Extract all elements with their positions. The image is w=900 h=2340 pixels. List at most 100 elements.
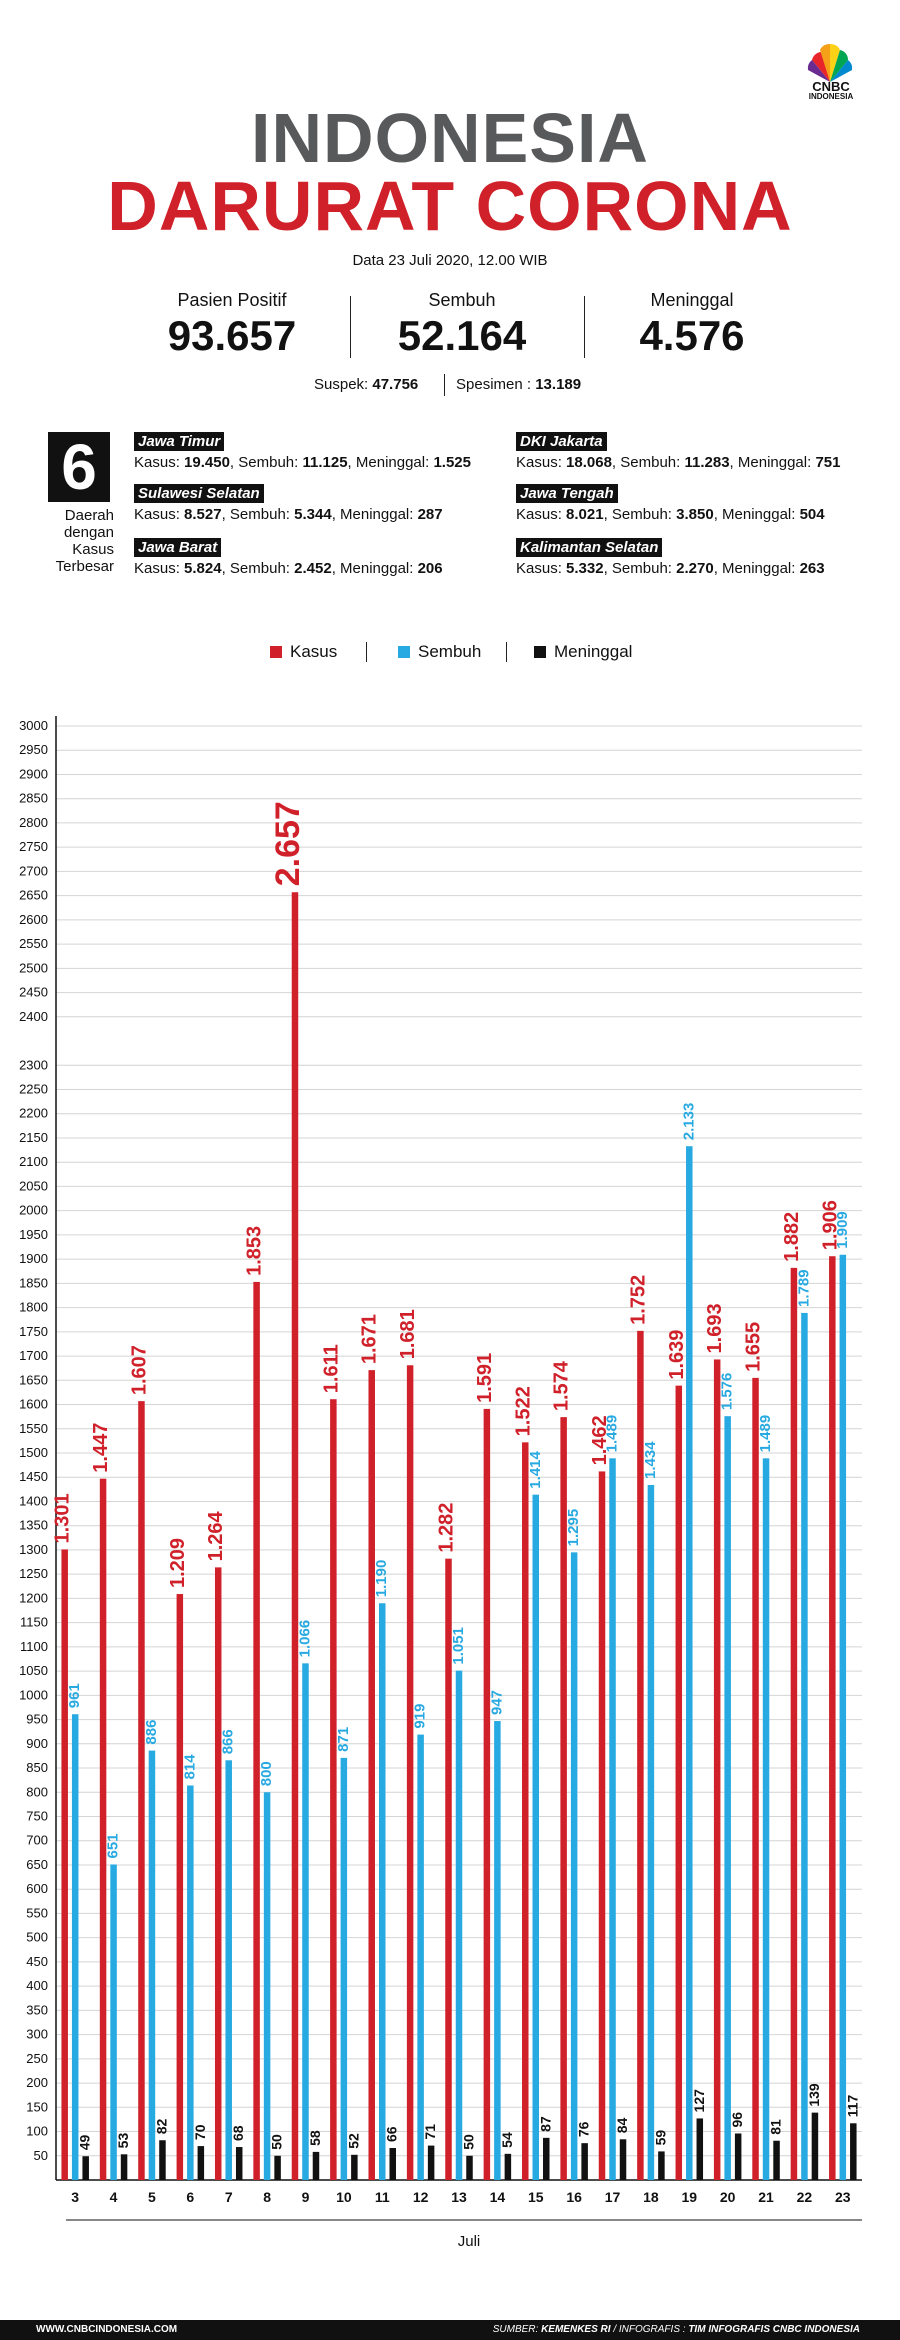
y-tick-label: 2100 <box>19 1154 48 1169</box>
bar-kasus <box>138 1401 145 2180</box>
bar-meninggal <box>274 2155 281 2180</box>
bar-meninggal <box>773 2140 780 2180</box>
bar-kasus <box>253 1281 260 2180</box>
y-tick-label: 2900 <box>19 766 48 781</box>
data-label-sembuh: 1.051 <box>450 1627 467 1665</box>
y-tick-label: 2450 <box>19 985 48 1000</box>
y-tick-label: 2700 <box>19 863 48 878</box>
y-tick-label: 2800 <box>19 815 48 830</box>
bar-meninggal <box>389 2148 396 2180</box>
region-block: Jawa Tengah Kasus: 8.021, Sembuh: 3.850,… <box>516 484 825 524</box>
y-tick-label: 1400 <box>19 1493 48 1508</box>
spesimen-value: 13.189 <box>535 376 582 393</box>
data-label-sembuh: 814 <box>181 1754 198 1780</box>
suspek-label: Suspek: <box>314 376 369 393</box>
region-block: Sulawesi Selatan Kasus: 8.527, Sembuh: 5… <box>134 484 443 524</box>
data-label-kasus: 1.639 <box>666 1330 688 1380</box>
data-label-meninggal: 84 <box>614 2118 630 2134</box>
data-label-sembuh: 961 <box>66 1683 83 1708</box>
divider <box>366 642 367 662</box>
data-label-meninggal: 53 <box>115 2133 131 2149</box>
y-tick-label: 2950 <box>19 742 48 757</box>
bar-kasus <box>790 1267 798 2180</box>
data-label-sembuh: 1.576 <box>719 1373 736 1411</box>
y-tick-label: 1850 <box>19 1275 48 1290</box>
bar-sembuh <box>187 1785 194 2180</box>
bar-kasus <box>829 1256 836 2180</box>
divider <box>350 296 351 358</box>
bar-kasus <box>675 1385 683 2180</box>
bar-kasus <box>214 1567 222 2180</box>
y-tick-label: 150 <box>26 2099 48 2114</box>
y-tick-label: 850 <box>26 1760 48 1775</box>
y-tick-label: 1600 <box>19 1397 48 1412</box>
footer-site: WWW.CNBCINDONESIA.COM <box>36 2324 178 2335</box>
data-label-kasus: 1.282 <box>436 1503 458 1553</box>
suspek-line: Suspek: 47.756 <box>314 376 418 393</box>
data-label-sembuh: 800 <box>258 1761 275 1786</box>
data-label-kasus: 1.264 <box>205 1510 227 1561</box>
bar-meninggal <box>504 2153 512 2180</box>
data-date: Data 23 Juli 2020, 12.00 WIB <box>352 252 548 269</box>
data-label-kasus: 1.693 <box>704 1303 726 1353</box>
data-label-meninggal: 82 <box>153 2118 169 2134</box>
data-label-meninggal: 59 <box>652 2130 668 2146</box>
bar-kasus <box>598 1471 606 2180</box>
y-tick-label: 1900 <box>19 1251 48 1266</box>
caption-line: dengan <box>63 524 114 541</box>
x-tick-label: 8 <box>263 2189 271 2205</box>
y-tick-label: 1350 <box>19 1518 48 1533</box>
bar-chart: 5010015020025030035040045050055060065070… <box>19 716 862 2250</box>
data-label-kasus: 1.462 <box>589 1415 611 1465</box>
y-tick-label: 3000 <box>19 718 48 733</box>
y-tick-label: 450 <box>26 1954 48 1969</box>
stat-value: 4.576 <box>639 312 745 359</box>
region-block: Kalimantan Selatan Kasus: 5.332, Sembuh:… <box>516 538 825 578</box>
x-tick-label: 17 <box>605 2189 621 2205</box>
regions-count: 6 <box>48 432 110 502</box>
bar-meninggal <box>543 2137 550 2180</box>
bar-meninggal <box>235 2147 243 2180</box>
x-tick-label: 5 <box>148 2189 156 2205</box>
y-tick-label: 800 <box>26 1784 48 1799</box>
region-detail: Kasus: 8.021, Sembuh: 3.850, Meninggal: … <box>516 506 825 523</box>
y-tick-label: 1500 <box>19 1445 48 1460</box>
region-name: Kalimantan Selatan <box>516 538 663 557</box>
y-tick-label: 900 <box>26 1736 48 1751</box>
bar-meninggal <box>197 2146 205 2180</box>
stat-label: Sembuh <box>428 290 496 310</box>
data-label-sembuh: 1.434 <box>642 1441 659 1479</box>
bar-sembuh <box>71 1714 79 2180</box>
y-tick-label: 50 <box>34 2148 48 2163</box>
bar-sembuh <box>417 1734 424 2180</box>
bar-meninggal <box>658 2151 665 2180</box>
data-label-sembuh: 1.489 <box>757 1415 774 1453</box>
bar-sembuh <box>839 1254 847 2180</box>
region-name: Jawa Barat <box>134 538 222 557</box>
bar-meninggal <box>427 2145 435 2180</box>
data-label-meninggal: 49 <box>77 2134 93 2150</box>
region-name: Sulawesi Selatan <box>134 484 264 503</box>
bar-kasus <box>445 1558 452 2180</box>
data-label-meninggal: 127 <box>691 2089 707 2113</box>
data-label-kasus: 1.882 <box>781 1212 803 1262</box>
stat-positif: Pasien Positif 93.657 <box>112 290 352 359</box>
bar-kasus <box>368 1370 375 2180</box>
y-tick-label: 100 <box>26 2124 48 2139</box>
region-detail: Kasus: 8.527, Sembuh: 5.344, Meninggal: … <box>134 506 443 523</box>
page-title-line1: INDONESIA <box>251 99 649 177</box>
y-tick-label: 1700 <box>19 1348 48 1363</box>
x-tick-label: 19 <box>681 2189 697 2205</box>
region-detail: Kasus: 18.068, Sembuh: 11.283, Meninggal… <box>516 454 841 471</box>
legend-label-meninggal: Meninggal <box>554 642 633 661</box>
y-tick-label: 2550 <box>19 936 48 951</box>
bar-kasus <box>752 1377 759 2180</box>
data-label-kasus: 1.574 <box>551 1360 573 1411</box>
legend-swatch-meninggal <box>534 646 546 658</box>
regions-caption: Daerah dengan Kasus Terbesar <box>36 507 114 575</box>
bar-meninggal <box>811 2112 819 2180</box>
x-tick-label: 7 <box>225 2189 233 2205</box>
y-tick-label: 750 <box>26 1809 48 1824</box>
data-label-kasus: 1.522 <box>512 1386 534 1436</box>
bar-meninggal <box>619 2139 627 2180</box>
